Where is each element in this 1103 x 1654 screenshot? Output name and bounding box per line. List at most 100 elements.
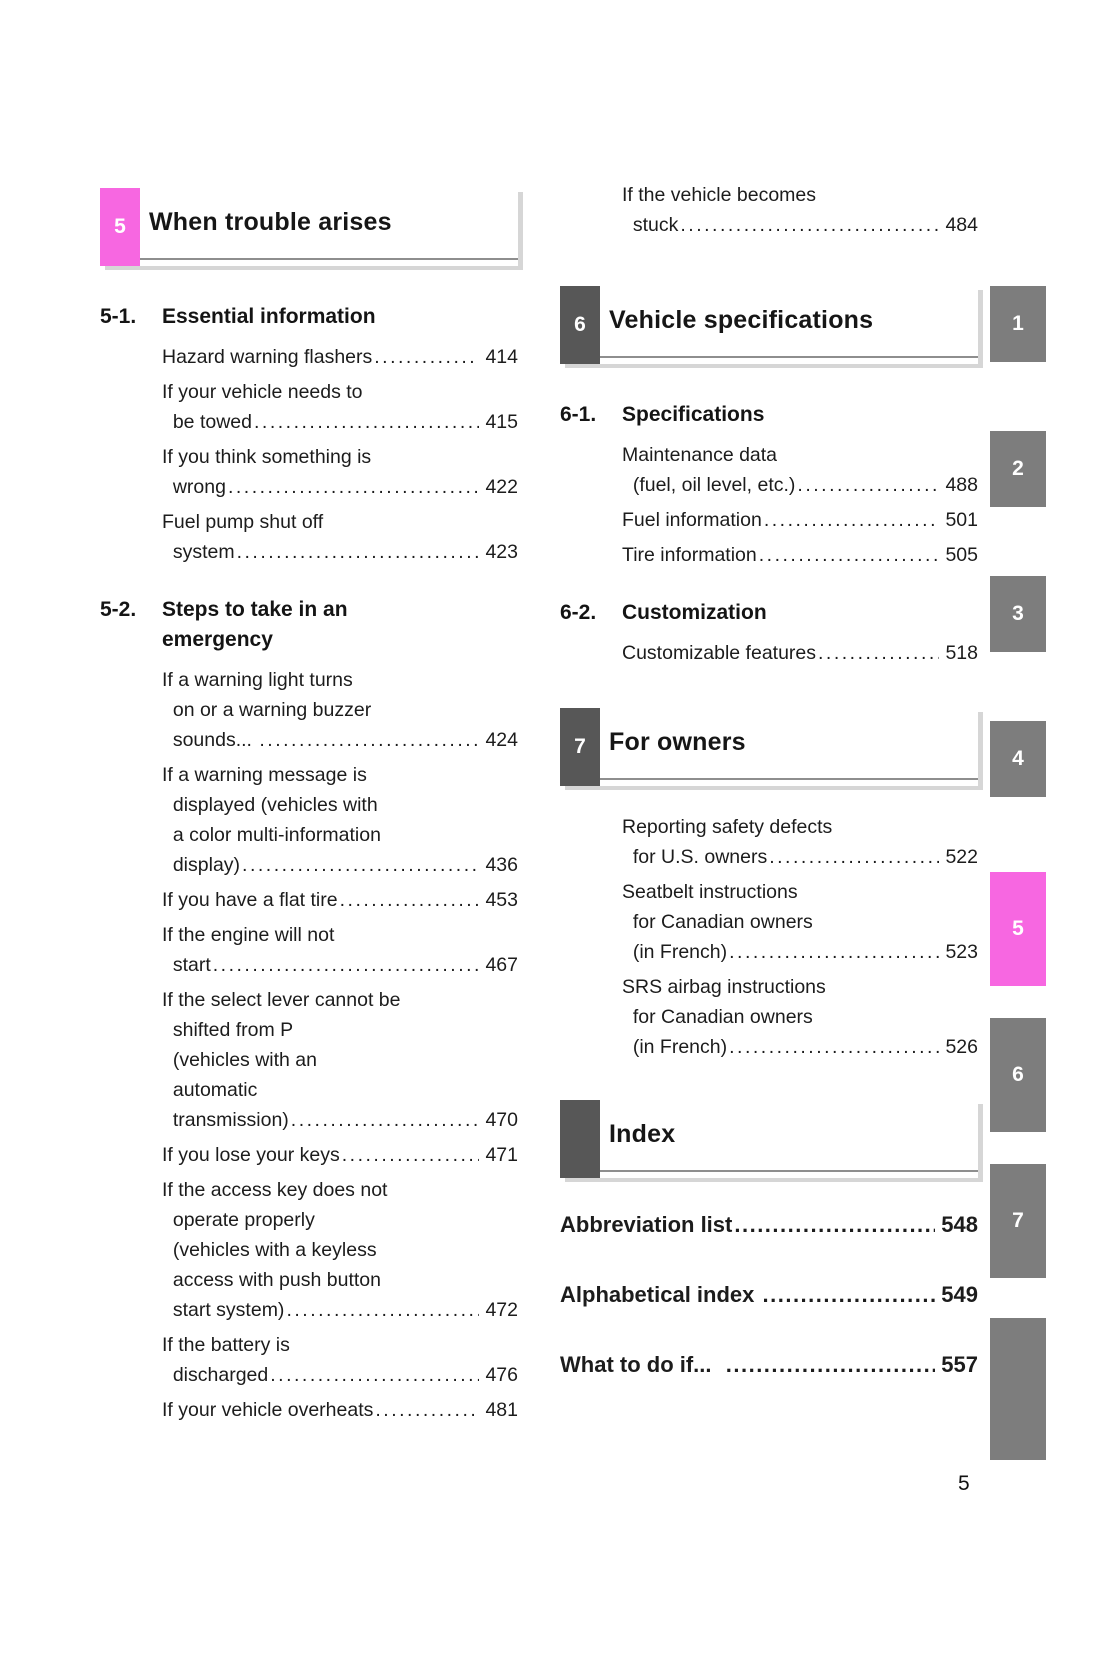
toc-group-5-2: 5-2. Steps to take in an emergency If a …	[100, 595, 518, 1425]
toc-entry: Hazard warning flashers.................…	[162, 342, 518, 372]
header-title: For owners	[609, 727, 746, 756]
entry-page-number: 453	[485, 889, 518, 911]
entry-text-last: system	[162, 541, 235, 563]
dot-leader: ........................................…	[680, 214, 940, 236]
dot-leader: ........................................…	[286, 1299, 479, 1321]
tab-label: 7	[1012, 1209, 1024, 1232]
entry-page-number: 518	[945, 642, 978, 664]
toc-entry: If your vehicle needs to be towed.......…	[162, 377, 518, 437]
page-number: 5	[958, 1472, 970, 1495]
entry-list: Reporting safety defects for U.S. owners…	[622, 812, 978, 1062]
entry-list: If a warning light turns on or a warning…	[162, 665, 518, 1425]
group-title: Essential information	[162, 305, 376, 328]
entry-page-number: 549	[941, 1282, 978, 1307]
entry-page-number: 415	[485, 411, 518, 433]
entry-text: If the battery is	[162, 1334, 290, 1356]
entry-text-last: transmission)	[162, 1109, 289, 1131]
entry-text-last: display)	[162, 854, 241, 876]
entry-page-number: 522	[945, 846, 978, 868]
entry-text-last: Tire information	[622, 544, 757, 566]
entry-page-number: 557	[941, 1352, 978, 1377]
entry-page-number: 470	[485, 1109, 518, 1131]
dot-leader: ........................................…	[725, 1352, 936, 1377]
entry-text-last: wrong	[162, 476, 226, 498]
entry-list: Maintenance data (fuel, oil level, etc.)…	[622, 440, 978, 570]
entry-page-number: 467	[485, 954, 518, 976]
entry-text: If the vehicle becomes	[622, 184, 817, 206]
toc-entry: Seatbelt instructions for Canadian owner…	[622, 877, 978, 967]
entry-text: If the select lever cannot be shifted fr…	[162, 989, 401, 1101]
group-number: 6-2.	[560, 601, 597, 624]
dot-leader: ........................................…	[227, 476, 480, 498]
dot-leader: ........................................…	[374, 346, 479, 368]
entry-page-number: 436	[485, 854, 518, 876]
group-number: 6-1.	[560, 403, 597, 426]
entry-page-number: 526	[945, 1036, 978, 1058]
toc-group-6-1: 6-1. Specifications Maintenance data (fu…	[560, 400, 978, 570]
entry-text: If the engine will not	[162, 924, 335, 946]
toc-entry: Maintenance data (fuel, oil level, etc.)…	[622, 440, 978, 500]
index-link-what-to-do-if: What to do if... .......................…	[560, 1348, 978, 1382]
toc-group-5-1: 5-1. Essential information Hazard warnin…	[100, 302, 518, 567]
entry-text-last: start	[162, 954, 211, 976]
dot-leader: ........................................…	[729, 1036, 940, 1058]
side-tab-4: 4	[990, 721, 1046, 797]
entry-list: Customizable features...................…	[622, 638, 978, 668]
entry-text: If a warning message is displayed (vehic…	[162, 764, 381, 846]
entry-text: If you think something is	[162, 446, 372, 468]
group-title: Customization	[622, 601, 767, 624]
entry-text-last: (in French)	[622, 941, 728, 963]
dot-leader: ........................................…	[242, 854, 480, 876]
entry-text-last: Alphabetical index	[560, 1282, 761, 1307]
group-number: 5-2.	[100, 598, 137, 621]
group-number: 5-1.	[100, 305, 137, 328]
header-number-box	[560, 1100, 600, 1178]
entry-text-last: If your vehicle overheats	[162, 1399, 374, 1421]
toc-entry: If a warning message is displayed (vehic…	[162, 760, 518, 880]
header-number-box: 7	[560, 708, 600, 786]
entry-text-last: Customizable features	[622, 642, 817, 664]
dot-leader: ........................................…	[375, 1399, 479, 1421]
group-title: Steps to take in an emergency	[162, 598, 348, 651]
index-link-alphabetical-index: Alphabetical index .....................…	[560, 1278, 978, 1312]
entry-text-last: for U.S. owners	[622, 846, 768, 868]
dot-leader: ........................................…	[339, 889, 480, 911]
entry-text: SRS airbag instructions for Canadian own…	[622, 976, 826, 1028]
entry-text-last: discharged	[162, 1364, 269, 1386]
tab-label: 5	[1012, 917, 1024, 940]
side-tab-1: 1	[990, 286, 1046, 362]
dot-leader: ........................................…	[236, 541, 480, 563]
toc-entry: Fuel information........................…	[622, 505, 978, 535]
entry-text: Reporting safety defects	[622, 816, 833, 838]
toc-entry: If you think something is wrong.........…	[162, 442, 518, 502]
toc-entry: If the engine will not start............…	[162, 920, 518, 980]
left-column: 5 When trouble arises 5-1. Essential inf…	[100, 188, 518, 1430]
entry-page-number: 422	[485, 476, 518, 498]
entry-text: If the access key does not operate prope…	[162, 1179, 388, 1291]
header-number-box: 6	[560, 286, 600, 364]
toc-entry: If the battery is discharged............…	[162, 1330, 518, 1390]
header-title: Index	[609, 1119, 676, 1148]
side-tab-7: 7	[990, 1164, 1046, 1278]
continuation-entry-wrap: If the vehicle becomes stuck............…	[622, 180, 978, 240]
entry-text-last: Abbreviation list	[560, 1212, 733, 1237]
entry-text-last: What to do if...	[560, 1352, 724, 1377]
entry-text-last: (fuel, oil level, etc.)	[622, 474, 796, 496]
dot-leader: ........................................…	[290, 1109, 480, 1131]
entry-text: If a warning light turns on or a warning…	[162, 669, 372, 721]
entry-text-last: Fuel information	[622, 509, 762, 531]
entry-page-number: 523	[945, 941, 978, 963]
entry-page-number: 471	[485, 1144, 518, 1166]
section-header-when-trouble-arises: 5 When trouble arises	[100, 188, 518, 266]
header-title: When trouble arises	[149, 207, 392, 236]
entry-page-number: 488	[945, 474, 978, 496]
toc-entry: If your vehicle overheats...............…	[162, 1395, 518, 1425]
entry-text-last: If you lose your keys	[162, 1144, 340, 1166]
entry-page-number: 423	[485, 541, 518, 563]
dot-leader: ........................................…	[762, 1282, 936, 1307]
side-tab-2: 2	[990, 431, 1046, 507]
entry-text-last: sounds...	[162, 729, 258, 751]
toc-entry: SRS airbag instructions for Canadian own…	[622, 972, 978, 1062]
dot-leader: ........................................…	[270, 1364, 479, 1386]
